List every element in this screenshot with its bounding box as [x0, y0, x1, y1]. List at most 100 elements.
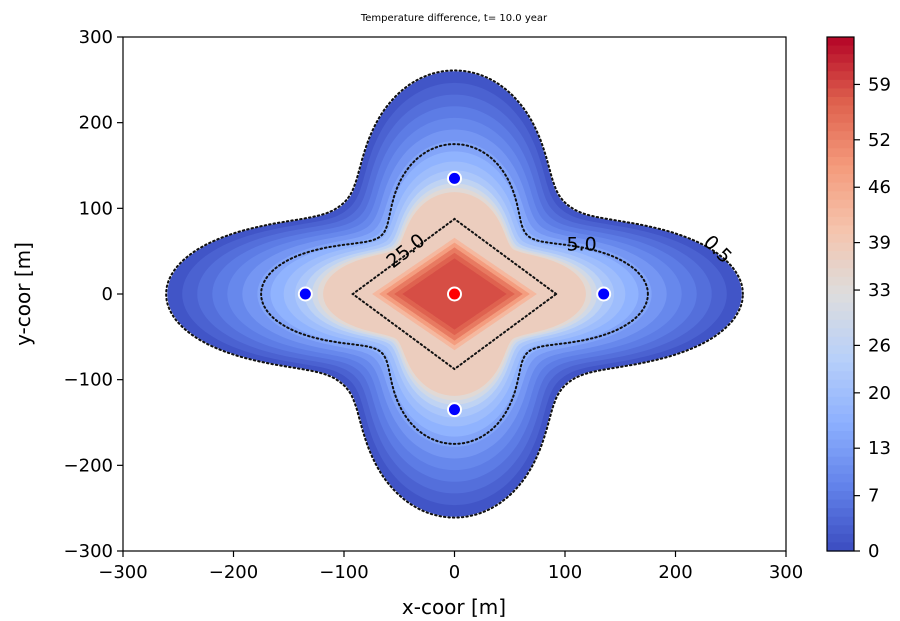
colorbar-segment [827, 482, 854, 492]
x-tick-label: 200 [658, 562, 692, 583]
x-axis-label: x-coor [m] [402, 595, 506, 619]
colorbar-segment [827, 45, 854, 55]
x-tick-label: −100 [319, 562, 368, 583]
colorbar-segment [827, 242, 854, 252]
colorbar-segment [827, 156, 854, 167]
colorbar-segment [827, 225, 854, 235]
x-tick-label: −300 [98, 562, 147, 583]
colorbar-segment [827, 542, 854, 552]
colorbar-segment [827, 396, 854, 406]
colorbar-segment [827, 465, 854, 475]
colorbar-segment [827, 191, 854, 201]
colorbar-segment [827, 491, 854, 501]
y-tick-label: 300 [79, 27, 113, 48]
colorbar-tick-label: 52 [868, 130, 891, 151]
x-tick-label: −200 [209, 562, 258, 583]
colorbar-segment [827, 199, 854, 209]
contour-line-0.5 [165, 69, 744, 519]
colorbar-segment [827, 139, 854, 149]
y-tick-label: −300 [64, 541, 113, 562]
production-well-marker [447, 170, 462, 186]
colorbar-segment [827, 208, 854, 218]
x-axis: −300 −200 −100 0 100 200 300 [98, 551, 803, 583]
colorbar-segment [827, 79, 854, 89]
colorbar-segment [827, 234, 854, 244]
colorbar-segment [827, 131, 854, 141]
colorbar-segment [827, 268, 854, 278]
contour-lines [165, 69, 744, 519]
colorbar-segment [827, 165, 854, 175]
colorbar-segment [827, 96, 854, 107]
colorbar-segment [827, 122, 854, 132]
production-well-marker [297, 286, 313, 302]
x-tick-label: 100 [548, 562, 582, 583]
colorbar-segment [827, 448, 854, 458]
colorbar-tick-label: 46 [868, 177, 891, 198]
colorbar-segment [827, 37, 854, 47]
colorbar-segment [827, 259, 854, 269]
contour-label: 5.0 [566, 233, 596, 255]
colorbar-segment [827, 379, 854, 389]
colorbar-frame [826, 36, 855, 552]
colorbar-segment [827, 405, 854, 415]
contour-line-5.0 [260, 143, 649, 445]
colorbar-segment [827, 105, 854, 115]
colorbar-segment [827, 388, 854, 398]
colorbar-segment [827, 216, 854, 227]
y-tick-label: 200 [79, 113, 113, 134]
colorbar-segment [827, 54, 854, 64]
colorbar-segment [827, 371, 854, 381]
y-tick-label: −100 [64, 370, 113, 391]
colorbar-segment [827, 336, 854, 346]
production-well-marker [596, 286, 612, 302]
x-tick-label: 0 [449, 562, 460, 583]
colorbar-segment [827, 533, 854, 544]
colorbar-segment [827, 422, 854, 432]
colorbar-segment [827, 276, 854, 287]
colorbar-segment [827, 413, 854, 424]
colorbar-tick-label: 33 [868, 280, 891, 301]
colorbar-tick-label: 59 [868, 74, 891, 95]
colorbar-segment [827, 174, 854, 184]
colorbar-segment [827, 439, 854, 449]
colorbar-tick-label: 39 [868, 233, 891, 254]
colorbar-segment [827, 353, 854, 364]
colorbar-segment [827, 88, 854, 98]
colorbar-tick-label: 0 [868, 541, 879, 562]
colorbar-segment [827, 114, 854, 124]
colorbar-segment [827, 328, 854, 338]
colorbar-segment [827, 516, 854, 526]
colorbar-segment [827, 345, 854, 355]
y-tick-label: −200 [64, 455, 113, 476]
colorbar-tick-label: 26 [868, 335, 891, 356]
colorbar-tick-label: 20 [868, 383, 891, 404]
chart-title: Temperature difference, t= 10.0 year [360, 13, 548, 24]
colorbar-segment [827, 182, 854, 192]
colorbar-segment [827, 319, 854, 329]
y-tick-label: 100 [79, 198, 113, 219]
colorbar-segment [827, 148, 854, 158]
colorbar-segment [827, 285, 854, 295]
colorbar-segment [827, 456, 854, 466]
colorbar-segment [827, 71, 854, 81]
colorbar: 0 7 13 20 26 33 39 46 52 59 [826, 36, 891, 562]
colorbar-segment [827, 62, 854, 72]
x-tick-label: 300 [769, 562, 803, 583]
colorbar-segment [827, 431, 854, 441]
y-tick-label: 0 [102, 284, 113, 305]
colorbar-segment [827, 294, 854, 304]
wells [297, 170, 612, 418]
colorbar-segment [827, 525, 854, 535]
colorbar-segment [827, 362, 854, 372]
colorbar-segment [827, 302, 854, 312]
colorbar-segment [827, 473, 854, 484]
colorbar-tick-label: 13 [868, 438, 891, 459]
colorbar-tick-label: 7 [868, 486, 879, 507]
colorbar-segment [827, 311, 854, 321]
production-well-marker [447, 402, 462, 418]
contour-line-25.0 [351, 217, 558, 371]
injection-well-marker [447, 286, 462, 302]
colorbar-segment [827, 508, 854, 518]
colorbar-segment [827, 251, 854, 261]
